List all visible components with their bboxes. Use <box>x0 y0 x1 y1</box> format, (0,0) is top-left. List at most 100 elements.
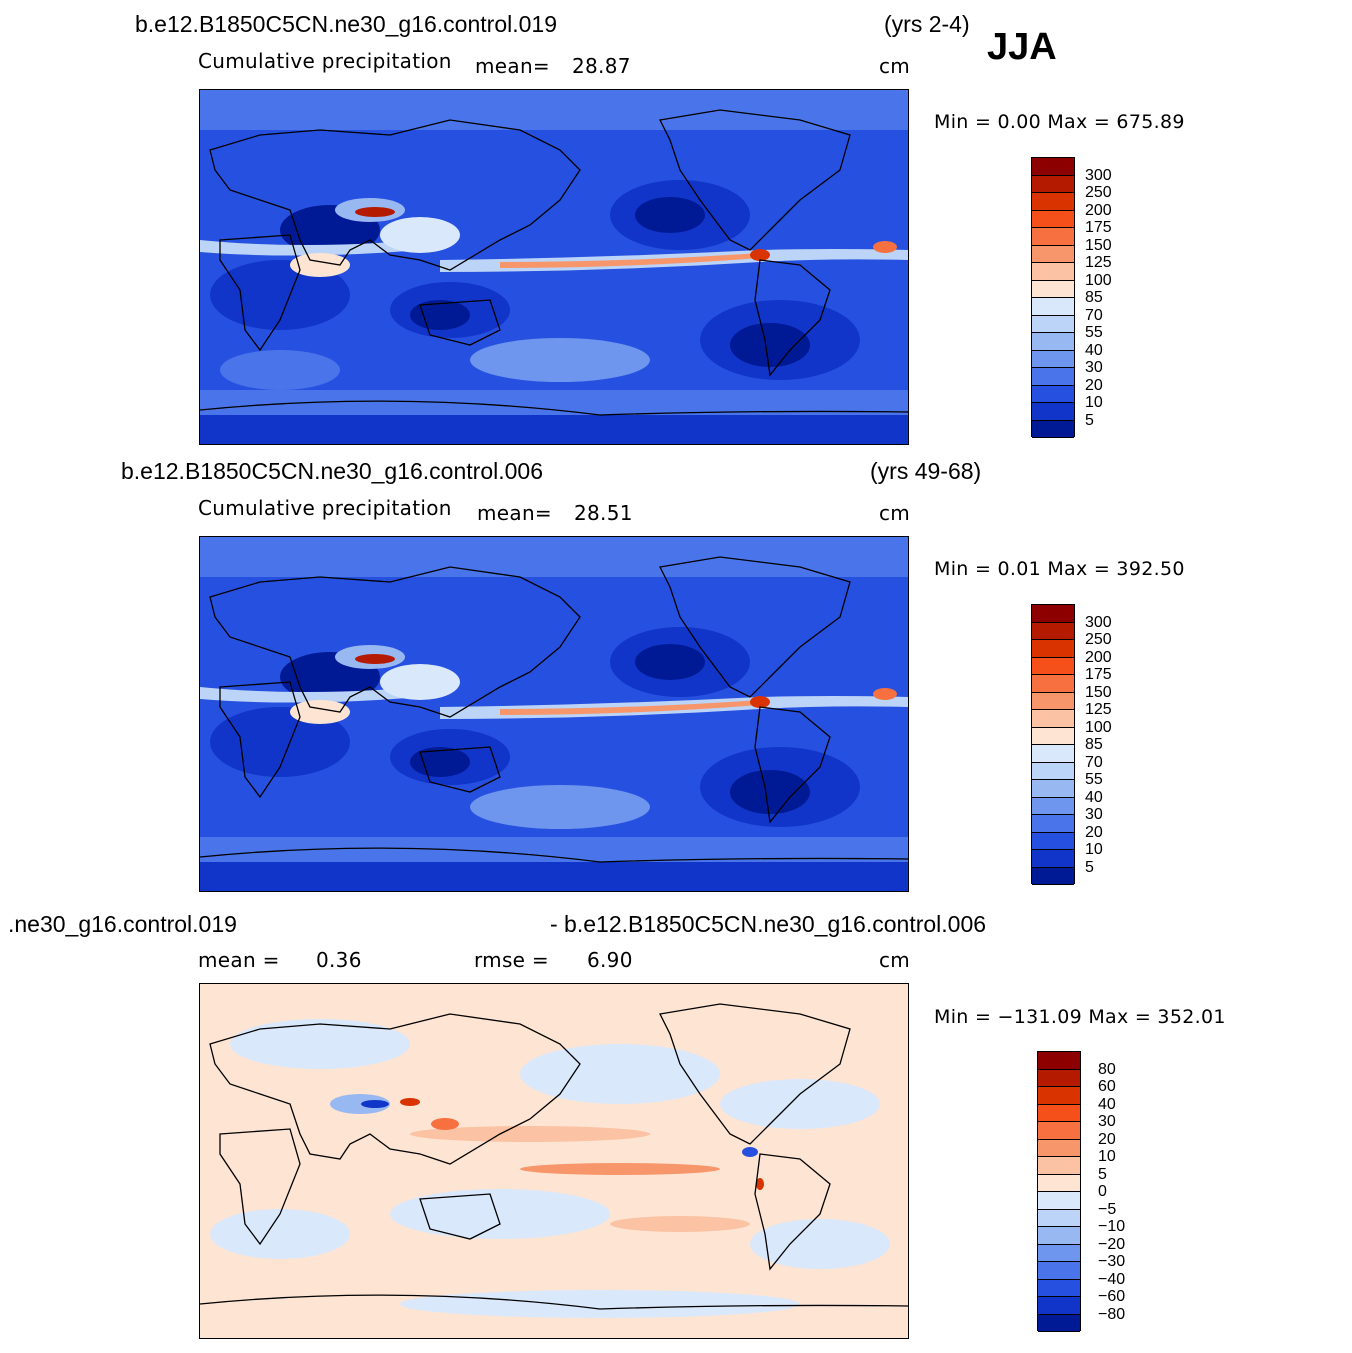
colorbar-label: −30 <box>1098 1253 1126 1270</box>
colorbar-swatch <box>1038 1174 1080 1192</box>
colorbar-label: 10 <box>1098 1148 1116 1165</box>
colorbar-swatch <box>1032 298 1074 316</box>
colorbar-label: 100 <box>1085 271 1112 289</box>
colorbar-label: −5 <box>1098 1200 1117 1218</box>
colorbar-swatch <box>1032 832 1074 850</box>
colorbar-label: 200 <box>1085 201 1112 219</box>
colorbar-label: 60 <box>1098 1078 1116 1095</box>
colorbar-label: 5 <box>1085 411 1094 429</box>
colorbar-swatch <box>1038 1157 1080 1175</box>
season-label: JJA <box>987 26 1057 68</box>
colorbar-swatch <box>1032 640 1074 658</box>
colorbar-label: 40 <box>1098 1095 1116 1113</box>
colorbar-swatch <box>1032 622 1074 640</box>
panel3-units: cm <box>879 948 911 972</box>
colorbar-label: −40 <box>1098 1270 1126 1288</box>
colorbar-swatch <box>1038 1262 1080 1280</box>
colorbar-swatch <box>1032 280 1074 298</box>
colorbar-swatch <box>1038 1227 1080 1245</box>
panel1-minmax: Min = 0.00 Max = 675.89 <box>934 111 1185 133</box>
colorbar-label: 40 <box>1085 341 1103 359</box>
panel1-years: (yrs 2-4) <box>884 11 970 37</box>
colorbar-swatch <box>1032 263 1074 281</box>
panel3-map <box>199 983 909 1339</box>
colorbar-label: 0 <box>1098 1183 1107 1200</box>
colorbar-swatch <box>1032 745 1074 763</box>
colorbar-label: 150 <box>1085 236 1112 254</box>
panel2-mean-value: 28.51 <box>574 501 633 525</box>
panel1-mean-value: 28.87 <box>572 54 631 78</box>
colorbar-label: 125 <box>1085 254 1112 271</box>
colorbar-swatch <box>1032 867 1074 885</box>
panel1-map-svg <box>200 90 908 444</box>
panel2-years: (yrs 49-68) <box>870 458 982 484</box>
colorbar-swatch <box>1032 657 1074 675</box>
colorbar-label: 250 <box>1085 631 1112 648</box>
colorbar-label: 85 <box>1085 289 1103 306</box>
panel1-colorbar <box>1031 157 1075 438</box>
panel2-units: cm <box>879 501 911 525</box>
panel2-colorbar-box <box>1031 604 1075 885</box>
panel3-map-svg <box>200 984 908 1338</box>
colorbar-swatch <box>1038 1209 1080 1227</box>
colorbar-label: 175 <box>1085 219 1112 236</box>
colorbar-label: 20 <box>1085 823 1103 841</box>
colorbar-label: 55 <box>1085 771 1103 788</box>
colorbar-swatch <box>1038 1139 1080 1157</box>
colorbar-label: 300 <box>1085 166 1112 184</box>
colorbar-label: 30 <box>1085 359 1103 376</box>
colorbar-label: 100 <box>1085 718 1112 736</box>
colorbar-label: 300 <box>1085 613 1112 631</box>
colorbar-swatch <box>1038 1087 1080 1105</box>
colorbar-label: −80 <box>1098 1305 1126 1323</box>
panel3-mean-value: 0.36 <box>316 948 362 972</box>
colorbar-swatch <box>1038 1297 1080 1315</box>
colorbar-swatch <box>1032 420 1074 438</box>
panel1-colorbar-box <box>1031 157 1075 438</box>
panel3-colorbar <box>1037 1051 1081 1332</box>
colorbar-label: 85 <box>1085 736 1103 753</box>
colorbar-label: 30 <box>1098 1113 1116 1130</box>
colorbar-swatch <box>1032 193 1074 211</box>
colorbar-swatch <box>1032 675 1074 693</box>
panel3-case-left: .ne30_g16.control.019 <box>8 911 237 937</box>
colorbar-swatch <box>1032 762 1074 780</box>
colorbar-swatch <box>1032 403 1074 421</box>
panel2-minmax: Min = 0.01 Max = 392.50 <box>934 558 1185 580</box>
colorbar-swatch <box>1038 1244 1080 1262</box>
colorbar-label: 80 <box>1098 1060 1116 1078</box>
colorbar-swatch <box>1032 797 1074 815</box>
colorbar-swatch <box>1032 350 1074 368</box>
colorbar-label: 20 <box>1098 1130 1116 1148</box>
colorbar-label: −60 <box>1098 1288 1126 1305</box>
colorbar-swatch <box>1032 815 1074 833</box>
colorbar-swatch <box>1038 1052 1080 1070</box>
colorbar-swatch <box>1032 780 1074 798</box>
colorbar-label: 5 <box>1085 858 1094 876</box>
colorbar-swatch <box>1032 692 1074 710</box>
colorbar-label: 5 <box>1098 1165 1107 1183</box>
colorbar-label: 150 <box>1085 683 1112 701</box>
panel1-mean-label: mean= <box>475 54 550 78</box>
colorbar-swatch <box>1032 333 1074 351</box>
panel3-minmax: Min = −131.09 Max = 352.01 <box>934 1006 1226 1028</box>
colorbar-label: 55 <box>1085 324 1103 341</box>
colorbar-swatch <box>1038 1192 1080 1210</box>
colorbar-swatch <box>1038 1069 1080 1087</box>
panel3-rmse-value: 6.90 <box>587 948 633 972</box>
colorbar-swatch <box>1032 315 1074 333</box>
panel1-variable: Cumulative precipitation <box>198 49 452 73</box>
colorbar-swatch <box>1038 1104 1080 1122</box>
colorbar-swatch <box>1032 605 1074 623</box>
panel2-variable: Cumulative precipitation <box>198 496 452 520</box>
colorbar-label: 70 <box>1085 753 1103 771</box>
panel3-case-right: - b.e12.B1850C5CN.ne30_g16.control.006 <box>550 911 987 937</box>
panel2-case-title: b.e12.B1850C5CN.ne30_g16.control.006 <box>121 458 543 484</box>
colorbar-label: 40 <box>1085 788 1103 806</box>
colorbar-swatch <box>1032 710 1074 728</box>
colorbar-swatch <box>1038 1314 1080 1332</box>
panel2-mean-label: mean= <box>477 501 552 525</box>
colorbar-swatch <box>1032 727 1074 745</box>
colorbar-swatch <box>1032 245 1074 263</box>
colorbar-label: 250 <box>1085 184 1112 201</box>
